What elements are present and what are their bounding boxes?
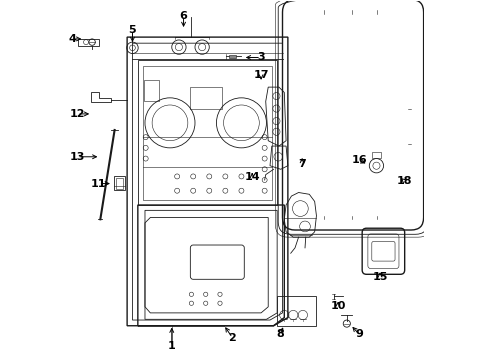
Text: 3: 3 [257,53,265,63]
Text: 6: 6 [180,11,188,21]
Text: 7: 7 [298,159,306,169]
Text: 8: 8 [276,329,284,339]
Text: 2: 2 [229,333,236,343]
Text: 1: 1 [168,341,175,351]
Text: 11: 11 [91,179,106,189]
Bar [116,178,123,189]
Text: 4: 4 [69,34,77,44]
Text: 14: 14 [245,172,260,182]
Text: 10: 10 [330,301,345,311]
Bar [114,176,125,190]
Text: 17: 17 [253,70,269,80]
Text: 12: 12 [70,109,85,119]
Text: 16: 16 [351,156,367,165]
Bar [78,39,99,46]
Bar [228,55,236,58]
Text: 5: 5 [129,25,136,35]
Text: 18: 18 [396,176,412,186]
Text: 13: 13 [70,152,85,162]
Text: 9: 9 [355,329,363,339]
Bar [372,153,381,158]
Bar [277,296,317,327]
Text: 15: 15 [372,272,388,282]
